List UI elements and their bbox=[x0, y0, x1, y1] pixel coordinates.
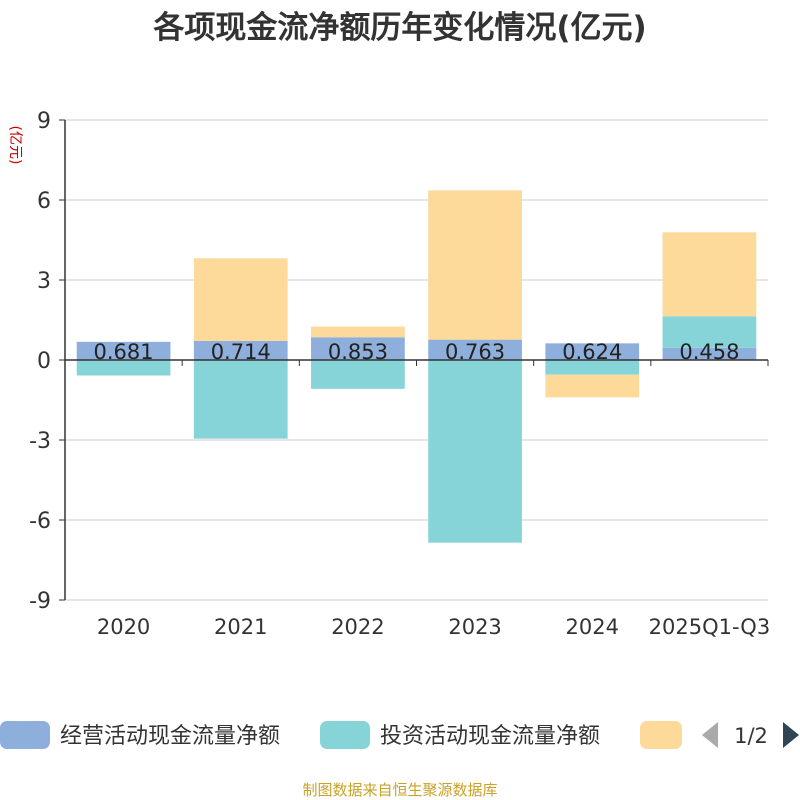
legend[interactable]: 经营活动现金流量净额 投资活动现金流量净额 1/2 bbox=[0, 721, 799, 749]
bar[interactable] bbox=[545, 374, 640, 398]
x-tick-label: 2021 bbox=[214, 615, 267, 639]
y-tick-label: -3 bbox=[29, 429, 51, 454]
legend-page-indicator: 1/2 bbox=[734, 724, 768, 748]
data-label: 0.458 bbox=[679, 340, 739, 364]
bar[interactable] bbox=[545, 360, 640, 375]
source-note: 制图数据来自恒生聚源数据库 bbox=[302, 781, 497, 799]
legend-swatch[interactable] bbox=[640, 721, 682, 749]
bar[interactable] bbox=[193, 340, 288, 360]
axes: 9 6 3 0 -3 -6 -9 2020 2021 2022 2023 2024 2025Q1-Q3 bbox=[29, 109, 770, 639]
y-tick-label: 9 bbox=[37, 109, 51, 134]
data-label: 0.853 bbox=[328, 340, 388, 364]
bar[interactable] bbox=[428, 190, 522, 340]
bar[interactable] bbox=[193, 360, 288, 439]
bar[interactable] bbox=[311, 326, 405, 338]
y-tick-label: -6 bbox=[29, 509, 51, 534]
x-tick-label: 2024 bbox=[566, 615, 619, 639]
legend-label[interactable]: 投资活动现金流量净额 bbox=[380, 724, 600, 749]
data-label: 0.624 bbox=[562, 340, 622, 364]
legend-swatch[interactable] bbox=[320, 721, 370, 749]
bar[interactable] bbox=[662, 316, 757, 348]
x-tick-label: 2023 bbox=[448, 615, 501, 639]
legend-swatch[interactable] bbox=[0, 721, 50, 749]
bar[interactable] bbox=[193, 258, 288, 341]
y-tick-label: -9 bbox=[29, 589, 51, 614]
y-tick-label: 3 bbox=[37, 269, 51, 294]
legend-next-icon[interactable] bbox=[783, 722, 799, 748]
data-labels: 0.681 0.714 0.853 0.763 0.624 0.458 bbox=[94, 340, 740, 364]
bar[interactable] bbox=[311, 337, 405, 360]
x-tick-label: 2025Q1-Q3 bbox=[649, 615, 771, 639]
bar[interactable] bbox=[311, 360, 405, 389]
bar[interactable] bbox=[428, 339, 522, 360]
y-tick-label: 6 bbox=[37, 189, 51, 214]
bar[interactable] bbox=[545, 343, 640, 360]
data-label: 0.763 bbox=[445, 340, 505, 364]
legend-label[interactable]: 经营活动现金流量净额 bbox=[60, 724, 280, 749]
bar[interactable] bbox=[76, 341, 171, 360]
bar[interactable] bbox=[76, 360, 171, 376]
data-label: 0.714 bbox=[211, 340, 271, 364]
legend-prev-icon[interactable] bbox=[702, 722, 718, 748]
y-axis-label: (亿元) bbox=[7, 126, 23, 165]
x-tick-label: 2020 bbox=[97, 615, 150, 639]
y-tick-label: 0 bbox=[37, 349, 51, 374]
bars bbox=[76, 190, 757, 543]
grid bbox=[65, 119, 768, 601]
bar[interactable] bbox=[662, 232, 757, 317]
data-label: 0.681 bbox=[94, 340, 154, 364]
x-tick-label: 2022 bbox=[331, 615, 384, 639]
bar[interactable] bbox=[428, 360, 522, 543]
chart-title: 各项现金流净额历年变化情况(亿元) bbox=[152, 10, 646, 46]
bar[interactable] bbox=[662, 347, 757, 360]
